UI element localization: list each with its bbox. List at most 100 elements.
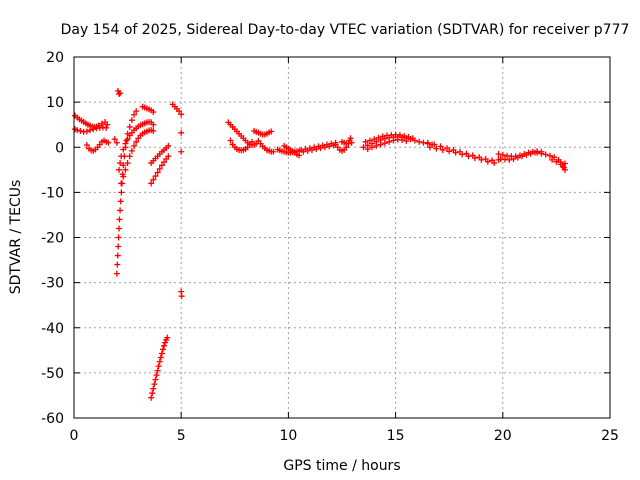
data-point <box>439 146 446 153</box>
data-point <box>379 133 386 140</box>
data-point <box>150 176 157 183</box>
data-point <box>248 138 255 145</box>
data-point <box>362 138 369 145</box>
data-point <box>116 216 123 223</box>
data-point <box>559 163 566 170</box>
data-point <box>115 234 122 241</box>
data-point <box>178 293 185 300</box>
x-tick-label: 15 <box>387 428 405 444</box>
data-point <box>403 137 410 144</box>
series-arc-14 <box>227 137 255 154</box>
data-point <box>459 151 466 158</box>
series-arc-31 <box>549 156 568 170</box>
data-point <box>128 117 135 124</box>
data-point <box>424 139 431 146</box>
y-tick-label: -40 <box>41 321 64 337</box>
data-point <box>154 367 161 374</box>
data-point <box>538 150 545 157</box>
data-point <box>386 138 393 145</box>
data-point <box>148 180 155 187</box>
data-point <box>151 381 158 388</box>
data-point <box>499 151 506 158</box>
data-point <box>161 342 168 349</box>
data-point <box>366 137 373 144</box>
data-point <box>152 376 159 383</box>
y-tick-label: -30 <box>41 276 64 292</box>
data-point <box>133 138 140 145</box>
data-point <box>296 152 303 159</box>
y-tick-label: -60 <box>41 411 64 427</box>
data-point <box>549 156 556 163</box>
data-point <box>120 146 127 153</box>
data-point <box>405 133 412 140</box>
series-arc-16 <box>255 137 277 155</box>
x-tick-label: 20 <box>494 428 512 444</box>
data-point <box>150 121 157 128</box>
data-point <box>360 144 367 151</box>
data-point <box>131 142 138 149</box>
data-point <box>157 354 164 361</box>
data-point <box>165 142 172 149</box>
series-arc-24 <box>362 131 416 145</box>
data-point <box>510 155 517 162</box>
data-point <box>416 138 423 145</box>
data-point <box>534 149 541 156</box>
data-point <box>542 151 549 158</box>
data-point <box>343 140 350 147</box>
data-point <box>161 159 168 166</box>
data-point <box>117 198 124 205</box>
data-point <box>426 144 433 151</box>
data-point <box>150 109 157 116</box>
data-point <box>90 126 97 133</box>
data-point <box>369 144 376 151</box>
series-arc-22 <box>339 138 350 147</box>
data-point <box>561 160 568 167</box>
data-point <box>162 339 169 346</box>
data-point <box>113 270 120 277</box>
data-point <box>74 127 81 134</box>
y-axis-label: SDTVAR / TECUs <box>8 180 24 295</box>
data-point <box>113 139 120 146</box>
data-point <box>437 143 444 150</box>
data-point <box>77 128 84 135</box>
data-point <box>158 162 165 169</box>
data-point <box>304 147 311 154</box>
data-point <box>452 149 459 156</box>
series-arc-6 <box>116 118 157 173</box>
x-tick-label: 5 <box>177 428 186 444</box>
data-point <box>117 207 124 214</box>
y-tick-label: 10 <box>46 95 64 111</box>
data-point <box>128 147 135 154</box>
data-point <box>114 252 121 259</box>
data-point <box>116 166 123 173</box>
data-point <box>114 261 121 268</box>
y-tick-label: 20 <box>46 50 64 66</box>
data-point <box>176 108 183 115</box>
data-point <box>465 153 472 160</box>
data-point <box>116 225 123 232</box>
series-arc-25 <box>364 136 410 153</box>
data-point <box>364 146 371 153</box>
series-arc-2 <box>72 124 110 135</box>
data-point <box>118 189 125 196</box>
x-tick-label: 25 <box>601 428 619 444</box>
tick-layer: 0 5 10 15 20 25 20 10 0 -10 -20 -30 -40 -50 -60 <box>41 50 619 444</box>
data-point <box>268 128 275 135</box>
data-layer <box>72 87 568 401</box>
series-arc-9 <box>148 142 172 167</box>
data-point <box>117 90 124 97</box>
data-point <box>124 136 131 143</box>
data-point <box>126 123 133 130</box>
series-arc-1 <box>72 112 111 130</box>
data-point <box>133 108 140 115</box>
series-arc-7 <box>118 127 157 187</box>
data-point <box>117 160 124 167</box>
data-point <box>165 153 172 160</box>
data-point <box>375 134 382 141</box>
data-point <box>446 148 453 155</box>
data-point <box>431 141 438 148</box>
data-point <box>321 144 328 151</box>
data-point <box>103 124 110 131</box>
series-arc-15 <box>251 128 275 138</box>
series-arc-19 <box>298 139 339 153</box>
